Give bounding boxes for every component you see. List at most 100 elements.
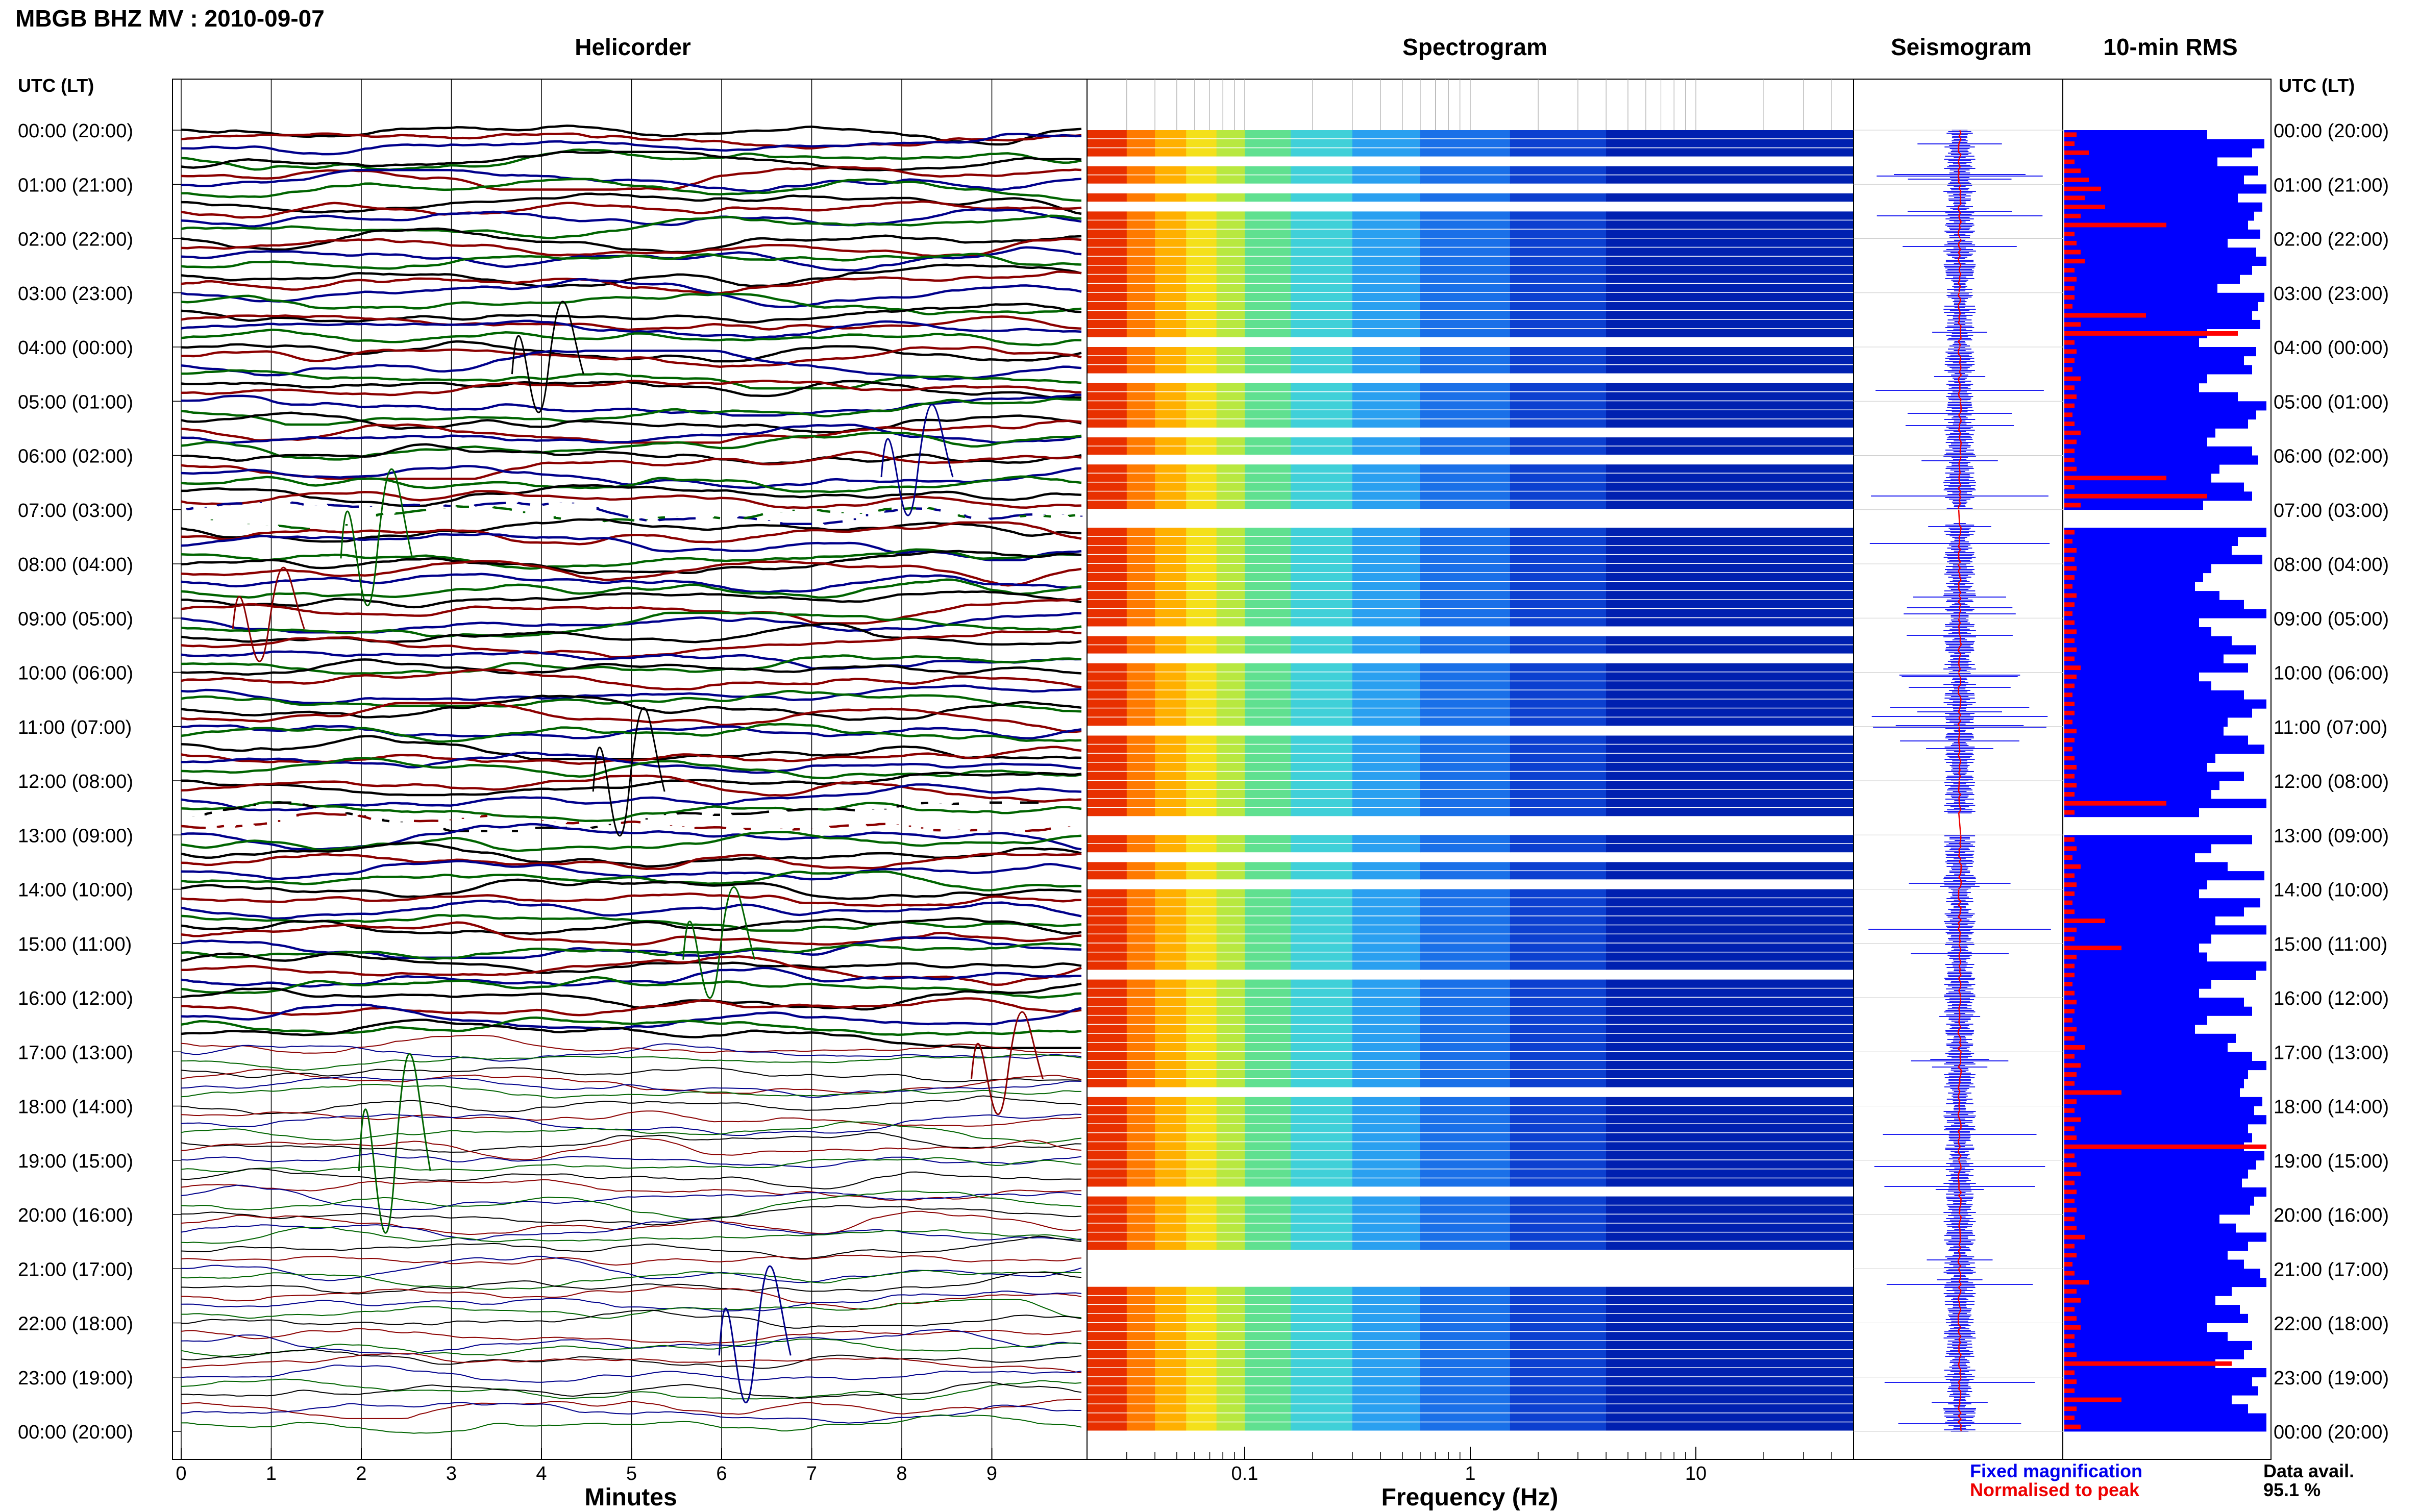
spectrogram-cell [1606,943,1854,952]
rms-peak-bar [2064,620,2075,625]
rms-bar [2064,645,2256,655]
helicorder-trace [181,475,1082,493]
spectrogram-cell [1186,934,1217,943]
rms-bar [2064,708,2252,718]
spectrogram-cell [1291,410,1353,419]
spectrogram-cell [1352,600,1421,608]
time-tick-label-right: 06:00 (02:00) [2274,446,2389,467]
spectrogram-cell [1510,663,1607,672]
spectrogram-cell [1420,1178,1511,1187]
spectrogram-cell [1510,1124,1607,1133]
spectrogram-cell [1186,591,1217,600]
time-tick-label-left: 20:00 (16:00) [18,1205,133,1226]
spectrogram-cell [1126,1151,1155,1160]
rms-peak-bar [2064,1063,2081,1068]
rms-bar [2064,419,2248,429]
spectrogram-cell [1216,1286,1245,1295]
rms-bar [2064,428,2215,438]
helicorder-trace [181,1338,1082,1357]
spectrogram-cell [1216,265,1245,274]
spectrogram-cell [1606,1106,1854,1114]
spectrogram-cell [1126,799,1155,807]
spectrogram-cell [1352,998,1421,1006]
spectrogram-cell [1155,284,1187,292]
spectrogram-cell [1087,609,1127,617]
spectrogram-cell [1155,1124,1187,1133]
spectrogram-cell [1216,302,1245,310]
spectrogram-cell [1352,609,1421,617]
spectrogram-cell [1245,1386,1291,1395]
spectrogram-cell [1186,1015,1217,1024]
spectrogram-cell [1352,1341,1421,1350]
spectrogram-cell [1186,1205,1217,1214]
spectrogram-cell [1087,1006,1127,1015]
spectrogram-cell [1291,491,1353,500]
spectrogram-cell [1155,1142,1187,1151]
spectrogram-cell [1126,473,1155,482]
helicorder-trace [181,1191,1082,1220]
spectrogram-cell [1245,238,1291,247]
spectrogram-cell [1216,329,1245,337]
rms-peak-bar [2064,240,2077,245]
spectrogram-cell [1087,1350,1127,1358]
spectrogram-cell [1245,292,1291,301]
spectrogram-cell [1087,1115,1127,1124]
spectrogram-cell [1420,745,1511,753]
spectrogram-cell [1291,401,1353,410]
spectrogram-cell [1155,582,1187,590]
spectrogram-cell [1606,591,1854,600]
spectrogram-cell [1216,1377,1245,1385]
spectrogram-cell [1606,681,1854,690]
spectrogram-cell [1291,1286,1353,1295]
spectrogram-cell [1352,229,1421,238]
spectrogram-cell [1126,1296,1155,1304]
spectrogram-cell [1420,998,1511,1006]
spectrogram-cell [1291,1097,1353,1105]
spectrogram-cell [1126,1223,1155,1232]
spectrogram-cell [1291,1142,1353,1151]
spectrogram-cell [1352,844,1421,853]
spectrogram-cell [1352,961,1421,970]
helicorder-trace [181,1110,1082,1127]
helicorder-trace [181,1043,1082,1062]
spectrogram-cell [1352,663,1421,672]
spectrogram-cell [1510,148,1607,157]
spectrogram-cell [1510,292,1607,301]
rms-bar [2064,762,2207,772]
spectrogram-cell [1510,1097,1607,1105]
spectrogram-cell [1606,1033,1854,1042]
spectrogram-cell [1186,717,1217,726]
rms-peak-bar [2064,1135,2077,1140]
spectrogram-cell [1126,1368,1155,1377]
spectrogram-cell [1420,311,1511,319]
spectrogram-cell [1087,211,1127,220]
spectrogram-cell [1420,302,1511,310]
rms-bar [2064,1368,2266,1378]
spectrogram-cell [1291,302,1353,310]
spectrogram-cell [1510,193,1607,202]
spectrogram-cell [1087,419,1127,428]
rms-peak-bar [2064,1199,2075,1203]
spectrogram-cell [1087,1106,1127,1114]
spectrogram-cell [1245,148,1291,157]
spectrogram-cell [1186,1223,1217,1232]
spectrogram-cell [1510,645,1607,654]
spectrogram-cell [1510,139,1607,147]
spectrogram-cell [1186,808,1217,816]
spectrogram-cell [1352,952,1421,961]
time-tick-label-left: 15:00 (11:00) [18,934,132,955]
spectrogram-cell [1216,1115,1245,1124]
helicorder-trace [181,411,1082,434]
rms-peak-bar [2064,674,2077,679]
spectrogram-cell [1155,735,1187,744]
rms-peak-bar [2064,756,2075,761]
spectrogram-cell [1087,1015,1127,1024]
spectrogram-cell [1186,1332,1217,1341]
spectrogram-cell [1087,229,1127,238]
time-tick-label-right: 12:00 (08:00) [2274,771,2389,792]
spectrogram-cell [1352,681,1421,690]
spectrogram-cell [1606,220,1854,229]
spectrogram-cell [1510,762,1607,771]
spectrogram-cell [1245,745,1291,753]
helicorder-trace [181,1083,1081,1099]
